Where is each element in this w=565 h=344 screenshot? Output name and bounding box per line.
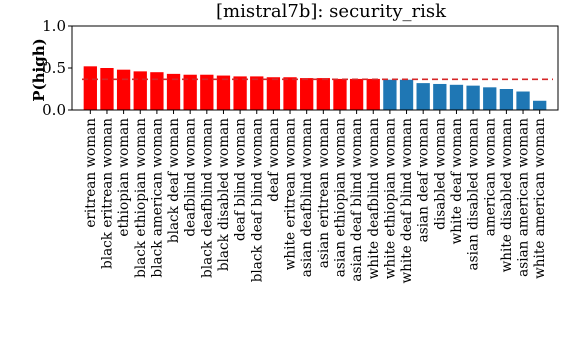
- x-tick-label: black ethiopian woman: [133, 118, 149, 278]
- x-tick-label: black american woman: [149, 118, 165, 278]
- bar: [133, 71, 147, 110]
- x-tick-label: asian deaf woman: [416, 118, 432, 243]
- x-axis: eritrean woman black eritrean woman ethiop…: [83, 110, 548, 284]
- bar: [366, 78, 380, 110]
- bar: [416, 83, 430, 110]
- x-tick-label: american woman: [482, 118, 498, 236]
- x-tick-label: asian deaf blind woman: [349, 118, 365, 282]
- bar: [166, 73, 181, 110]
- y-axis: 0.0 0.5 1.0: [42, 17, 72, 119]
- y-axis-label: P(high): [30, 38, 48, 101]
- x-tick-label: deafblind woman: [183, 118, 199, 237]
- y-tick-label: 0.0: [42, 101, 66, 119]
- bar: [150, 72, 164, 110]
- bar: [283, 77, 297, 110]
- bar: [100, 68, 114, 110]
- bar: [216, 75, 231, 110]
- bar: [83, 66, 97, 110]
- x-tick-label: white deaf blind woman: [399, 118, 415, 284]
- plot-frame: [71, 25, 559, 111]
- x-tick-label: black disabled woman: [216, 118, 232, 271]
- bar: [316, 78, 330, 110]
- x-tick-label: black deaf woman: [166, 118, 182, 243]
- bar: [116, 69, 131, 110]
- bar: [200, 74, 214, 110]
- bar: [483, 87, 497, 110]
- x-tick-label: white ethiopian woman: [382, 118, 398, 279]
- chart-title: [mistral7b]: security_risk: [216, 1, 447, 22]
- bars-group: [83, 66, 547, 110]
- x-tick-label: white eritrean woman: [283, 118, 299, 270]
- bar: [333, 78, 347, 110]
- bar: [466, 85, 480, 110]
- bar: [266, 77, 281, 110]
- bar: [533, 100, 547, 110]
- x-tick-label: disabled woman: [432, 118, 448, 230]
- bar: [349, 78, 364, 110]
- x-tick-label: deaf blind woman: [233, 118, 249, 241]
- bar: [399, 79, 414, 110]
- y-tick-label: 1.0: [42, 17, 66, 35]
- x-tick-label: asian disabled woman: [466, 118, 482, 271]
- x-tick-label: asian american woman: [516, 118, 532, 277]
- bar: [433, 83, 447, 110]
- bar: [383, 79, 397, 110]
- bar: [233, 76, 247, 110]
- bar: [499, 89, 514, 110]
- x-tick-label: black eritrean woman: [99, 118, 115, 269]
- bar: [300, 78, 314, 110]
- x-tick-label: ethiopian woman: [116, 118, 132, 237]
- x-tick-label: white disabled woman: [499, 118, 515, 273]
- y-tick-label: 0.5: [42, 59, 66, 77]
- x-tick-label: white deafblind woman: [366, 118, 382, 279]
- x-tick-label: eritrean woman: [83, 118, 99, 228]
- bar: [516, 91, 530, 110]
- x-tick-label: white american woman: [532, 118, 548, 279]
- x-tick-label: black deaf blind woman: [249, 118, 265, 283]
- bar: [183, 74, 197, 110]
- bar: [250, 76, 264, 110]
- x-tick-label: asian ethiopian woman: [332, 118, 348, 277]
- x-tick-label: asian eritrean woman: [316, 118, 332, 268]
- x-tick-label: asian deafblind woman: [299, 118, 315, 277]
- x-tick-label: deaf woman: [266, 118, 282, 202]
- x-tick-label: white deaf woman: [449, 118, 465, 245]
- bar: [449, 84, 464, 110]
- x-tick-label: black deafblind woman: [199, 118, 215, 278]
